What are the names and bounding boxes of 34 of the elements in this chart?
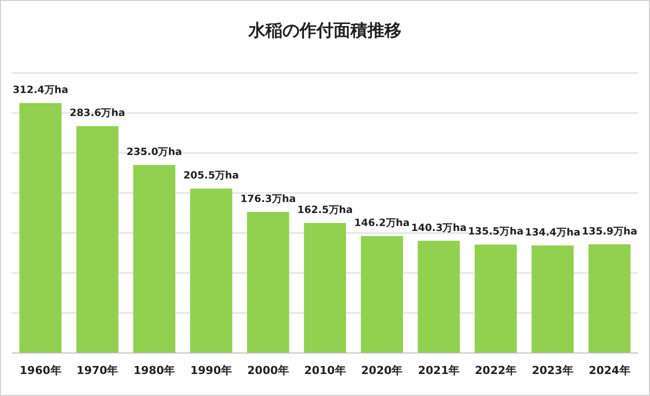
bar	[360, 236, 403, 353]
x-tick-label: 1970年	[76, 364, 118, 377]
bar	[190, 188, 232, 353]
data-label: 135.5万ha	[468, 226, 524, 238]
bar	[76, 126, 118, 353]
data-label: 146.2万ha	[354, 218, 410, 230]
data-label: 235.0万ha	[126, 147, 182, 158]
data-label: 134.4万ha	[524, 227, 580, 238]
x-tick-label: 2024年	[588, 364, 630, 377]
x-tick-label: 2020年	[361, 364, 403, 377]
bar	[588, 244, 631, 353]
x-tick-label: 1960年	[20, 364, 62, 377]
bar	[474, 244, 517, 353]
x-tick-label: 2021年	[418, 364, 460, 377]
x-tick-label: 2023年	[532, 364, 574, 377]
bar	[133, 165, 176, 353]
data-label: 140.3万ha	[411, 222, 467, 234]
data-label: 135.9万ha	[582, 226, 638, 238]
x-tick-label: 2022年	[474, 364, 517, 377]
bar	[247, 212, 290, 353]
x-tick-label: 2010年	[304, 364, 346, 377]
data-label: 312.4万ha	[12, 85, 68, 96]
bar	[19, 103, 62, 353]
data-label: 162.5万ha	[297, 205, 353, 216]
data-label: 176.3万ha	[240, 194, 296, 205]
data-label: 283.6万ha	[70, 108, 126, 120]
data-label: 205.5万ha	[183, 170, 239, 182]
x-tick-label: 2000年	[247, 364, 289, 377]
bar	[304, 223, 346, 353]
chart-title: 水稲の作付面積推移	[248, 21, 402, 41]
x-tick-label: 1980年	[133, 364, 176, 377]
bar	[532, 245, 574, 353]
x-tick-label: 1990年	[190, 364, 232, 377]
bar	[418, 240, 460, 353]
